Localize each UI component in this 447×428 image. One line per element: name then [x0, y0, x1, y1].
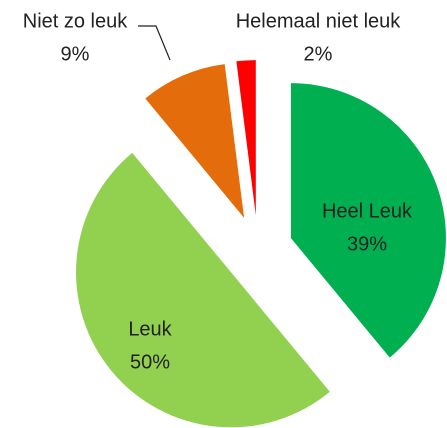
slice-label: Helemaal niet leuk — [236, 10, 402, 32]
leader-line — [138, 25, 171, 61]
slice-label: Leuk — [128, 318, 172, 340]
pie-slice — [145, 64, 245, 218]
slice-value-label: 39% — [347, 233, 387, 255]
slice-value-label: 50% — [130, 351, 170, 373]
pie-slice — [290, 83, 446, 358]
slice-value-label: 9% — [61, 43, 90, 65]
pie-slice — [236, 60, 256, 216]
slice-label: Heel Leuk — [322, 200, 413, 222]
slice-label: Niet zo leuk — [23, 10, 128, 32]
pie-slice — [76, 152, 330, 428]
slice-value-label: 2% — [304, 43, 333, 65]
